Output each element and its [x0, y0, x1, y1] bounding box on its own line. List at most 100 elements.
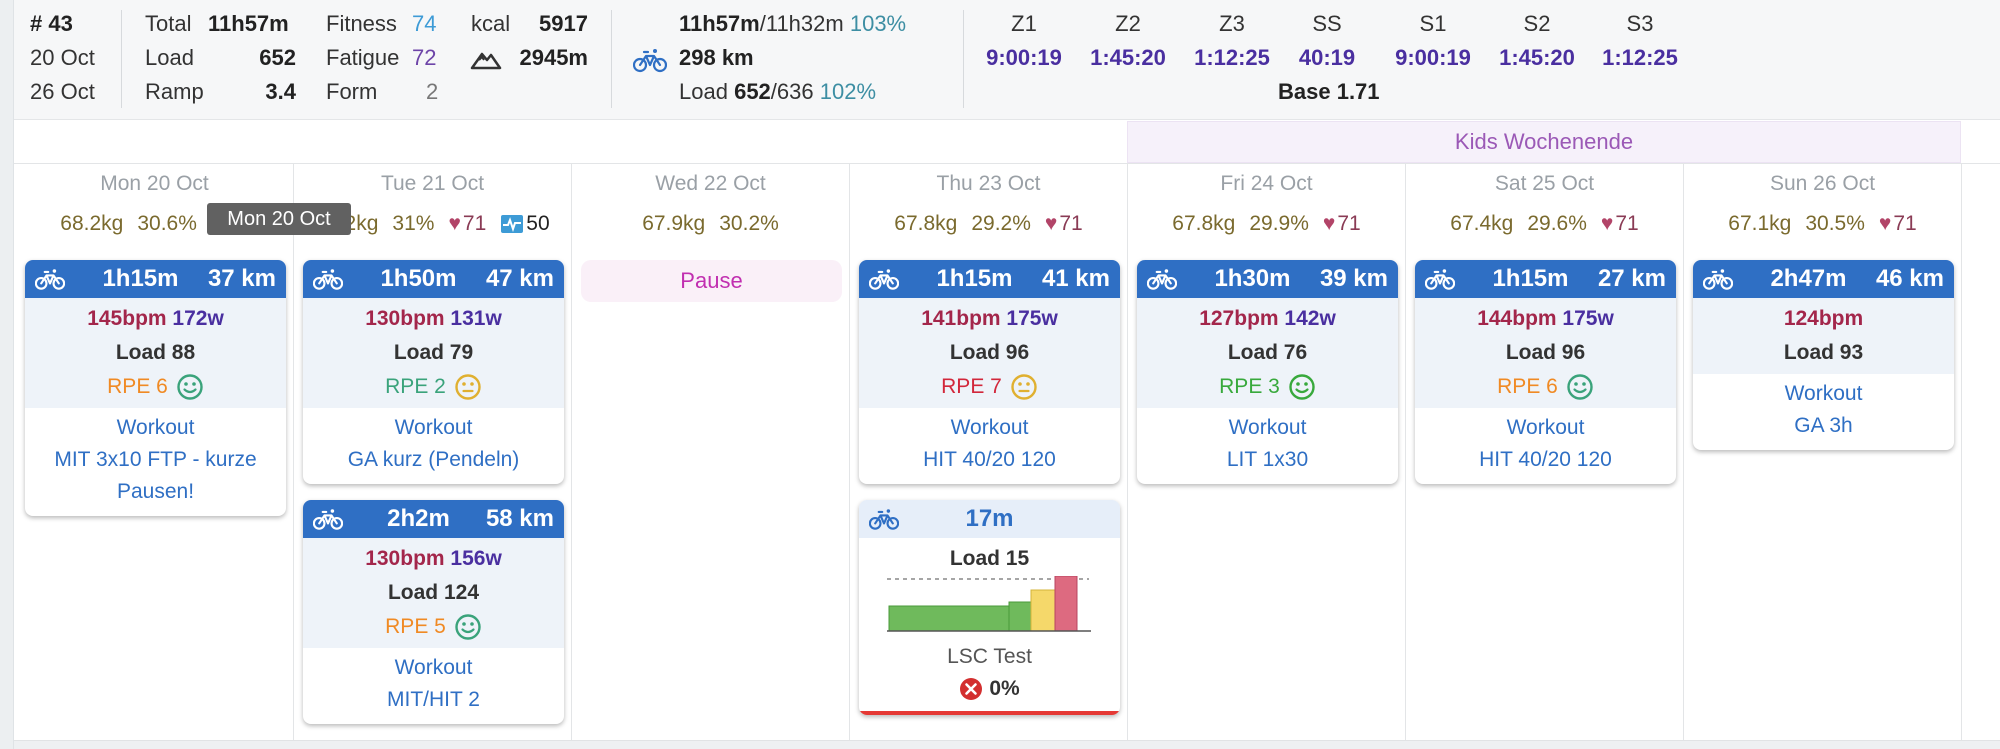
zone-value-s1: 9:00:19 — [1395, 45, 1471, 70]
week-summary — [14, 0, 2000, 120]
activity-stats: 144bpm 175w Load 96 RPE 6 — [1415, 298, 1676, 408]
hrv: 50 — [500, 212, 550, 236]
neutral-face-icon — [1011, 374, 1037, 400]
activity-duration: 1h15m — [102, 265, 179, 292]
zone-label-ss: SS — [1312, 11, 1342, 36]
resting-hr-value: 71 — [1059, 212, 1083, 235]
activity-card[interactable]: 1h30m 39 km 127bpm 142w Load 76 RPE 3 Workout… — [1137, 260, 1398, 484]
ramp-label: Ramp — [145, 79, 204, 104]
wellness-metrics[interactable]: 67.8kg 29.9% ♥ 71 — [1128, 212, 1405, 236]
rpe-value: RPE 6 — [1497, 375, 1558, 398]
activity-duration: 17m — [965, 505, 1014, 532]
rpe-value: RPE 3 — [1219, 375, 1280, 398]
activity-card[interactable]: 1h15m 41 km 141bpm 175w Load 96 RPE 7 Workout… — [859, 260, 1120, 484]
wellness-metrics[interactable]: 67.9kg 30.2% — [572, 212, 849, 236]
rpe-value: RPE 6 — [107, 375, 168, 398]
day-header[interactable]: Sun 26 Oct — [1769, 172, 1876, 195]
hr-power-line: 144bpm 175w — [1415, 302, 1676, 336]
day-header[interactable]: Sat 25 Oct — [1494, 172, 1595, 195]
divider — [611, 10, 612, 108]
fitness-value: 74 — [412, 11, 437, 36]
day-header[interactable]: Mon 20 Oct — [100, 172, 209, 195]
day-divider — [1127, 163, 1128, 740]
base-value: Base 1.71 — [1278, 79, 1380, 104]
body-fat-value: 29.6% — [1527, 212, 1587, 235]
activity-header: 2h47m 46 km — [1693, 260, 1954, 298]
activity-card[interactable]: 2h2m 58 km 130bpm 156w Load 124 RPE 5 Workout… — [303, 500, 564, 724]
resting-hr: ♥71 — [1601, 212, 1639, 236]
activity-header: 1h15m 27 km — [1415, 260, 1676, 298]
day-divider — [1405, 163, 1406, 740]
activity-duration: 2h2m — [387, 505, 450, 532]
activity-card[interactable]: 1h15m 37 km 145bpm 172w Load 88 RPE 6 Workout… — [25, 260, 286, 516]
activity-duration: 1h15m — [936, 265, 1013, 292]
interval-bar — [1054, 575, 1078, 632]
kids-weekend-banner[interactable]: Kids Wochenende — [1127, 121, 1961, 163]
training-load: Load 124 — [387, 581, 480, 604]
interval-bar — [888, 605, 1010, 632]
pause-note[interactable]: Pause — [581, 260, 842, 302]
resting-hr-value: 71 — [1893, 212, 1917, 235]
zone-value-s2: 1:45:20 — [1499, 45, 1575, 70]
bike-icon — [633, 49, 667, 73]
wellness-metrics[interactable]: 67.4kg 29.6% ♥ 71 — [1406, 212, 1683, 236]
day-header[interactable]: Fri 24 Oct — [1220, 172, 1313, 195]
hr-power-line: 145bpm 172w — [25, 302, 286, 336]
training-load: Load 88 — [115, 341, 196, 364]
weight-value: 68.2kg — [60, 212, 124, 235]
bike-icon — [869, 269, 899, 290]
hr-power-line: 130bpm 131w — [303, 302, 564, 336]
activity-card[interactable]: 1h15m 27 km 144bpm 175w Load 96 RPE 6 Workout… — [1415, 260, 1676, 484]
rpe-value: RPE 7 — [941, 375, 1002, 398]
compliance-bar — [859, 711, 1120, 715]
divider — [121, 10, 122, 108]
wellness-metrics[interactable]: 67.1kg 30.5% ♥ 71 — [1684, 212, 1961, 236]
workout-type: Workout — [394, 416, 473, 439]
body-fat-value: 31% — [392, 212, 435, 235]
body-fat-value: 29.9% — [1249, 212, 1309, 235]
activity-card[interactable]: 1h50m 47 km 130bpm 131w Load 79 RPE 2 Workout… — [303, 260, 564, 484]
activity-duration: 1h15m — [1492, 265, 1569, 292]
resting-hr: ♥71 — [1879, 212, 1917, 236]
avg-power: 175w — [1006, 307, 1058, 330]
avg-heart-rate: 130bpm — [365, 547, 445, 570]
training-load: Load 79 — [393, 341, 474, 364]
lsc-test-card[interactable]: 17m Load 15 LSC Test 0% — [859, 500, 1120, 715]
zone-value-s3: 1:12:25 — [1602, 45, 1678, 70]
body-fat-value: 30.2% — [719, 212, 779, 235]
time-pct: 103% — [849, 11, 907, 36]
hrv-icon — [501, 215, 524, 233]
total-label: Total — [145, 11, 192, 36]
zone-value-z1: 9:00:19 — [986, 45, 1062, 70]
wellness-metrics[interactable]: 67.8kg 29.2% ♥ 71 — [850, 212, 1127, 236]
week-start-date: 20 Oct — [30, 45, 95, 70]
bike-icon — [313, 269, 343, 290]
left-scroll-strip — [0, 0, 14, 749]
interval-chart — [887, 575, 1091, 632]
form-label: Form — [326, 79, 378, 104]
activity-header: 17m — [859, 500, 1120, 538]
day-divider — [849, 163, 850, 740]
day-divider — [1961, 163, 1962, 740]
kcal-value: 5917 — [539, 11, 588, 36]
workout-type: Workout — [1784, 382, 1863, 405]
training-load: Load 93 — [1783, 341, 1864, 364]
workout-description: Workout GA 3h — [1693, 374, 1954, 450]
heart-icon: ♥ — [1878, 212, 1892, 235]
zone-label-z2: Z2 — [1115, 11, 1141, 36]
activity-card[interactable]: 2h47m 46 km 124bpm Load 93 Workout GA 3h — [1693, 260, 1954, 450]
mountain-icon — [470, 52, 502, 70]
workout-name: LIT 1x30 — [1226, 448, 1309, 471]
day-header[interactable]: Tue 21 Oct — [380, 172, 485, 195]
day-header[interactable]: Thu 23 Oct — [936, 172, 1041, 195]
day-header[interactable]: Wed 22 Oct — [655, 172, 766, 195]
compliance-value: 0% — [989, 677, 1020, 700]
body-fat-value: 30.5% — [1805, 212, 1865, 235]
fatigue-value: 72 — [412, 45, 437, 70]
weight-value: 67.8kg — [1172, 212, 1236, 235]
heart-icon: ♥ — [1322, 212, 1336, 235]
date-tooltip: Mon 20 Oct — [207, 203, 351, 235]
horizontal-scrollbar[interactable] — [14, 740, 2000, 749]
zone-value-z2: 1:45:20 — [1090, 45, 1166, 70]
rpe-line: RPE 6 — [25, 370, 286, 404]
